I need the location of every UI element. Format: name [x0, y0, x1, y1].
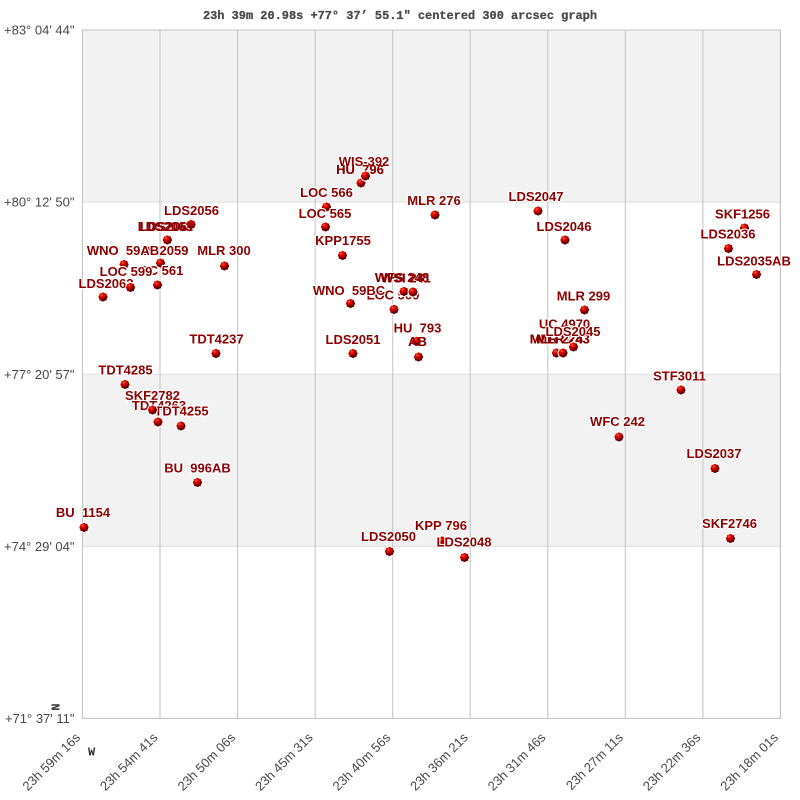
- svg-text:LDS2051: LDS2051: [326, 332, 381, 347]
- svg-text:UC 4970: UC 4970: [539, 317, 590, 332]
- svg-text:LDS2050: LDS2050: [361, 529, 416, 544]
- svg-text:LDS2059: LDS2059: [134, 243, 189, 258]
- svg-text:+77° 20' 57": +77° 20' 57": [4, 367, 75, 382]
- svg-text:LOC 599: LOC 599: [100, 264, 153, 279]
- svg-text:KPP1755: KPP1755: [315, 233, 371, 248]
- svg-text:MLR 300: MLR 300: [197, 243, 250, 258]
- svg-text:AB: AB: [408, 334, 427, 349]
- svg-text:LDS2047: LDS2047: [509, 189, 564, 204]
- svg-text:KPP 796: KPP 796: [415, 518, 467, 533]
- svg-text:SKF2746: SKF2746: [702, 516, 757, 531]
- svg-text:LDS2063: LDS2063: [138, 219, 193, 234]
- svg-text:WNO 59AB: WNO 59AB: [87, 243, 159, 258]
- svg-text:TDT4263: TDT4263: [132, 398, 186, 413]
- svg-text:W: W: [88, 746, 96, 760]
- svg-text:LDS2069: LDS2069: [140, 219, 195, 234]
- svg-text:STF3011: STF3011: [653, 369, 706, 384]
- svg-text:LDS2045: LDS2045: [546, 324, 601, 339]
- svg-text:TDT4255: TDT4255: [154, 404, 208, 419]
- svg-text:WFS 248: WFS 248: [375, 270, 429, 285]
- svg-text:SKF2782: SKF2782: [125, 388, 180, 403]
- svg-text:WFC 242: WFC 242: [590, 414, 645, 429]
- svg-text:MLR 299: MLR 299: [557, 289, 610, 304]
- svg-text:+74° 29' 04": +74° 29' 04": [4, 539, 75, 554]
- svg-text:LDS2046: LDS2046: [537, 219, 592, 234]
- svg-text:HU 796: HU 796: [336, 162, 384, 177]
- svg-text:LDS2069: LDS2069: [140, 219, 195, 234]
- svg-text:WFS 248: WFS 248: [375, 270, 429, 285]
- svg-text:LDS2056: LDS2056: [164, 203, 219, 218]
- svg-text:TDT4285: TDT4285: [98, 363, 152, 378]
- svg-text:LDS2037: LDS2037: [687, 446, 742, 461]
- svg-text:LDS2036: LDS2036: [701, 227, 756, 242]
- svg-text:WSI 241: WSI 241: [381, 271, 431, 286]
- svg-text:HU 796: HU 796: [336, 162, 384, 177]
- svg-text:HU 793: HU 793: [394, 321, 442, 336]
- svg-text:LOC 566: LOC 566: [300, 185, 353, 200]
- svg-text:LOC 561: LOC 561: [131, 263, 184, 278]
- svg-text:TDT4237: TDT4237: [189, 332, 243, 347]
- svg-text:MLR 276: MLR 276: [407, 193, 460, 208]
- svg-text:LDS2048: LDS2048: [437, 535, 492, 550]
- svg-text:LDS2063: LDS2063: [138, 219, 193, 234]
- svg-text:N: N: [48, 704, 62, 711]
- svg-text:+71° 37' 11": +71° 37' 11": [5, 711, 75, 726]
- svg-text:23h 39m 20.98s +77° 37’ 55.1": 23h 39m 20.98s +77° 37’ 55.1" centered 3…: [203, 9, 597, 23]
- svg-text:BU 1154: BU 1154: [56, 505, 111, 520]
- svg-text:SKF1256: SKF1256: [715, 207, 770, 222]
- svg-text:WSI 241: WSI 241: [381, 271, 431, 286]
- svg-text:WNO 59BC: WNO 59BC: [313, 283, 386, 298]
- svg-text:BU 996AB: BU 996AB: [164, 461, 230, 476]
- svg-text:WIS-392: WIS-392: [339, 154, 390, 169]
- svg-text:+80° 12' 50": +80° 12' 50": [4, 195, 75, 210]
- svg-text:+83° 04' 44": +83° 04' 44": [4, 23, 75, 38]
- svg-text:LDS2035AB: LDS2035AB: [717, 254, 791, 269]
- svg-text:LDS2062: LDS2062: [79, 276, 134, 291]
- svg-text:LOC 565: LOC 565: [299, 206, 352, 221]
